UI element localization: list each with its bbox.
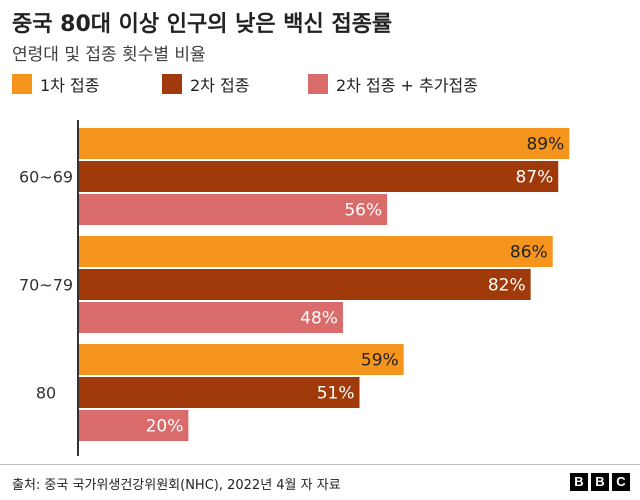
logo-letter-1: B bbox=[570, 473, 588, 491]
bar-80-booster bbox=[78, 410, 189, 441]
legend: 1차 접종 2차 접종 2차 접종 + 추가접종 bbox=[12, 72, 632, 96]
bar-60~69-dose1 bbox=[78, 128, 570, 159]
bar-80-dose1 bbox=[78, 344, 404, 375]
category-label-70~79: 70~79 bbox=[19, 276, 73, 295]
data-label-80-dose2: 51% bbox=[317, 384, 355, 404]
source-note: 출처: 중국 국가위생건강위원회(NHC), 2022년 4월 자 자료 bbox=[12, 478, 341, 493]
legend-label-booster: 2차 접종 + 추가접종 bbox=[336, 76, 478, 95]
data-label-60~69-dose1: 89% bbox=[526, 135, 564, 155]
bar-70~79-booster bbox=[78, 302, 343, 333]
bar-70~79-dose2 bbox=[78, 269, 531, 300]
data-label-70~79-booster: 48% bbox=[300, 309, 338, 329]
data-label-60~69-booster: 56% bbox=[344, 201, 382, 221]
legend-swatch-dose1 bbox=[12, 74, 32, 94]
data-label-70~79-dose1: 86% bbox=[510, 243, 548, 263]
bar-80-dose2 bbox=[78, 377, 360, 408]
bbc-logo: B B C bbox=[570, 473, 630, 491]
legend-label-dose2: 2차 접종 bbox=[190, 76, 250, 95]
data-label-80-booster: 20% bbox=[146, 417, 184, 437]
data-label-80-dose1: 59% bbox=[361, 351, 399, 371]
bar-60~69-booster bbox=[78, 194, 388, 225]
bar-chart: 89% 87% 56% 60~69 86% 82% 48% 70~79 59% 51% 20% 80 bbox=[19, 120, 570, 456]
category-label-60~69: 60~69 bbox=[19, 168, 73, 187]
legend-item-dose2: 2차 접종 bbox=[162, 72, 249, 96]
data-label-70~79-dose2: 82% bbox=[488, 276, 526, 296]
bar-60~69-dose2 bbox=[78, 161, 559, 192]
legend-item-booster: 2차 접종 + 추가접종 bbox=[308, 72, 478, 96]
chart-title: 중국 80대 이상 인구의 낮은 백신 접종률 bbox=[12, 12, 393, 37]
logo-letter-2: B bbox=[591, 473, 609, 491]
legend-swatch-dose2 bbox=[162, 74, 182, 94]
chart-subtitle: 연령대 및 접종 횟수별 비율 bbox=[12, 45, 206, 65]
data-label-60~69-dose2: 87% bbox=[515, 168, 553, 188]
logo-letter-3: C bbox=[612, 473, 630, 491]
category-label-80: 80 bbox=[36, 384, 56, 403]
legend-swatch-booster bbox=[308, 74, 328, 94]
footer-divider bbox=[0, 464, 640, 465]
bar-70~79-dose1 bbox=[78, 236, 553, 267]
legend-item-dose1: 1차 접종 bbox=[12, 72, 99, 96]
legend-label-dose1: 1차 접종 bbox=[40, 76, 100, 95]
